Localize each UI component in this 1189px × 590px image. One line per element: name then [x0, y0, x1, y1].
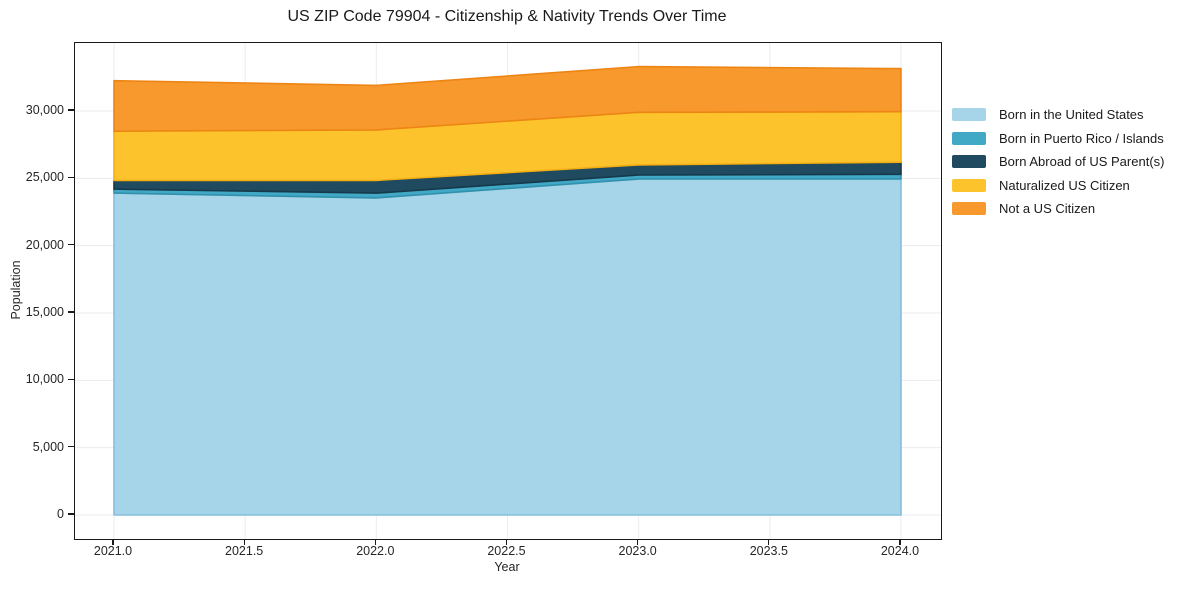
y-tick-label: 25,000: [25, 170, 64, 185]
legend-label: Not a US Citizen: [999, 201, 1096, 217]
y-tick-label: 20,000: [25, 237, 64, 252]
y-tick-mark: [68, 244, 74, 246]
legend-swatch: [952, 155, 986, 169]
x-tick-label: 2023.0: [618, 544, 657, 558]
x-tick-label: 2021.5: [225, 544, 264, 558]
y-axis-title: Population: [9, 260, 23, 320]
legend-swatch: [952, 202, 986, 216]
x-tick-mark: [374, 539, 376, 545]
y-tick-mark: [68, 311, 74, 313]
y-tick-mark: [68, 446, 74, 448]
y-tick-mark: [68, 513, 74, 515]
area-band: [113, 65, 902, 132]
x-tick-mark: [112, 539, 114, 545]
x-tick-label: 2022.5: [487, 544, 526, 558]
legend-item: Born Abroad of US Parent(s): [952, 150, 1164, 174]
legend-item: Naturalized US Citizen: [952, 174, 1164, 198]
legend-swatch: [952, 178, 986, 192]
x-axis-title: Year: [494, 560, 520, 574]
legend-label: Born in the United States: [999, 107, 1144, 123]
x-tick-mark: [768, 539, 770, 545]
x-tick-mark: [637, 539, 639, 545]
y-tick-label: 30,000: [25, 103, 64, 117]
legend-item: Not a US Citizen: [952, 197, 1164, 221]
y-tick-label: 15,000: [25, 305, 64, 319]
x-tick-mark: [505, 539, 508, 545]
stacked-area-chart: [75, 43, 941, 539]
y-tick-label: 0: [57, 507, 64, 521]
y-tick-mark: [68, 378, 74, 380]
legend-item: Born in Puerto Rico / Islands: [952, 127, 1164, 151]
legend-label: Naturalized US Citizen: [999, 177, 1130, 193]
y-tick-label: 10,000: [25, 372, 64, 387]
x-tick-label: 2022.0: [356, 544, 395, 558]
legend-swatch: [952, 131, 986, 145]
x-tick-mark: [899, 539, 901, 545]
plot-area: [74, 42, 942, 540]
legend-item: Born in the United States: [952, 103, 1164, 127]
area-band: [113, 178, 902, 516]
y-tick-mark: [68, 176, 74, 178]
legend: Born in the United States Born in Puerto …: [952, 103, 1164, 221]
x-tick-mark: [243, 539, 245, 545]
chart-title: US ZIP Code 79904 - Citizenship & Nativi…: [287, 8, 727, 25]
legend-label: Born Abroad of US Parent(s): [999, 154, 1165, 170]
x-tick-label: 2023.5: [749, 544, 788, 558]
legend-label: Born in Puerto Rico / Islands: [999, 130, 1164, 146]
legend-swatch: [952, 108, 986, 122]
y-tick-mark: [68, 109, 74, 111]
x-tick-label: 2024.0: [880, 544, 920, 558]
x-tick-label: 2021.0: [93, 544, 133, 558]
y-tick-label: 5,000: [32, 439, 64, 454]
